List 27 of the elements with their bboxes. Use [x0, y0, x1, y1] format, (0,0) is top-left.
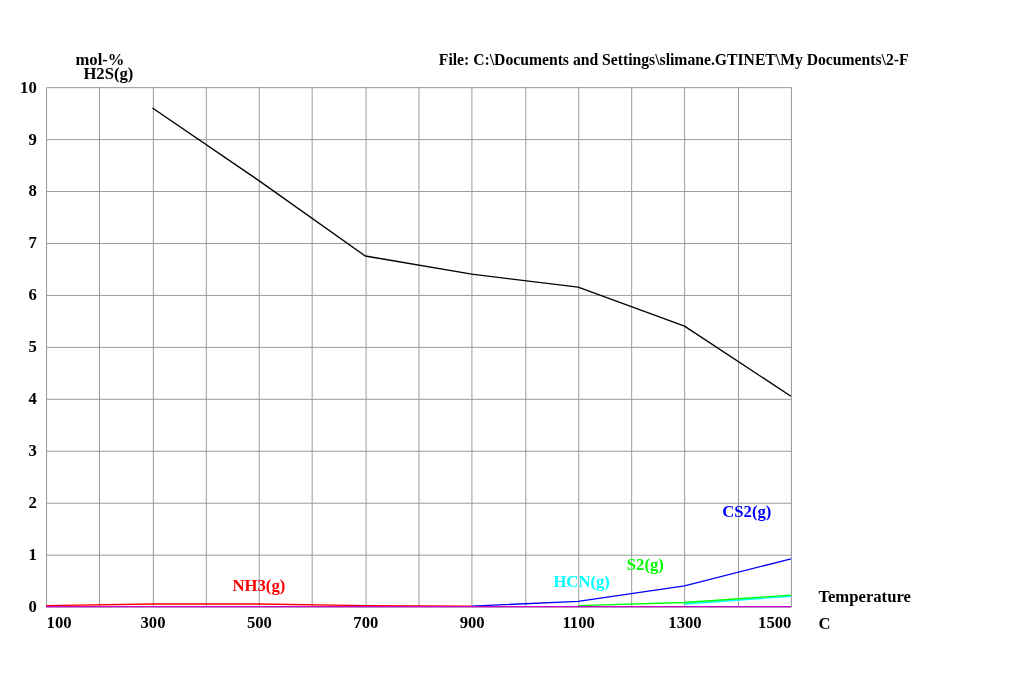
text: File: C:\Documents and Settings\slimane.GTINET\My Documents\2-F [438, 50, 909, 69]
x-tick-label: 1300 [668, 612, 702, 632]
y-tick-label: 4 [28, 389, 38, 409]
x-axis-title: Temperature C [818, 586, 911, 634]
x-tick-label: 1500 [758, 612, 792, 632]
y-tick-label: 1 [28, 545, 37, 565]
y-tick-label: 9 [28, 129, 37, 149]
x-tick-label: 300 [140, 612, 166, 632]
x-tick-label: 1100 [562, 612, 595, 632]
series-label: NH3(g) [232, 576, 286, 596]
y-tick-label: 7 [28, 233, 37, 253]
y-tick-label: 3 [28, 441, 37, 461]
x-tick-label: 900 [459, 612, 485, 632]
y-tick-label: 5 [28, 337, 37, 357]
x-tick-label: 100 [46, 612, 72, 632]
y-tick-label: 8 [28, 181, 37, 201]
line-series [471, 558, 792, 607]
text: CS2(g) [722, 501, 772, 521]
x-tick-label: 700 [353, 612, 379, 632]
y-tick-label: 6 [28, 285, 37, 305]
y-tick-label: 10 [20, 77, 37, 97]
x-tick-label: 500 [246, 612, 272, 632]
text: HCN(g) [553, 572, 610, 592]
y-tick-label: 2 [28, 493, 37, 513]
line-series [151, 107, 792, 397]
y-tick-label: 0 [28, 597, 37, 617]
series-label: S2(g) [626, 555, 664, 575]
